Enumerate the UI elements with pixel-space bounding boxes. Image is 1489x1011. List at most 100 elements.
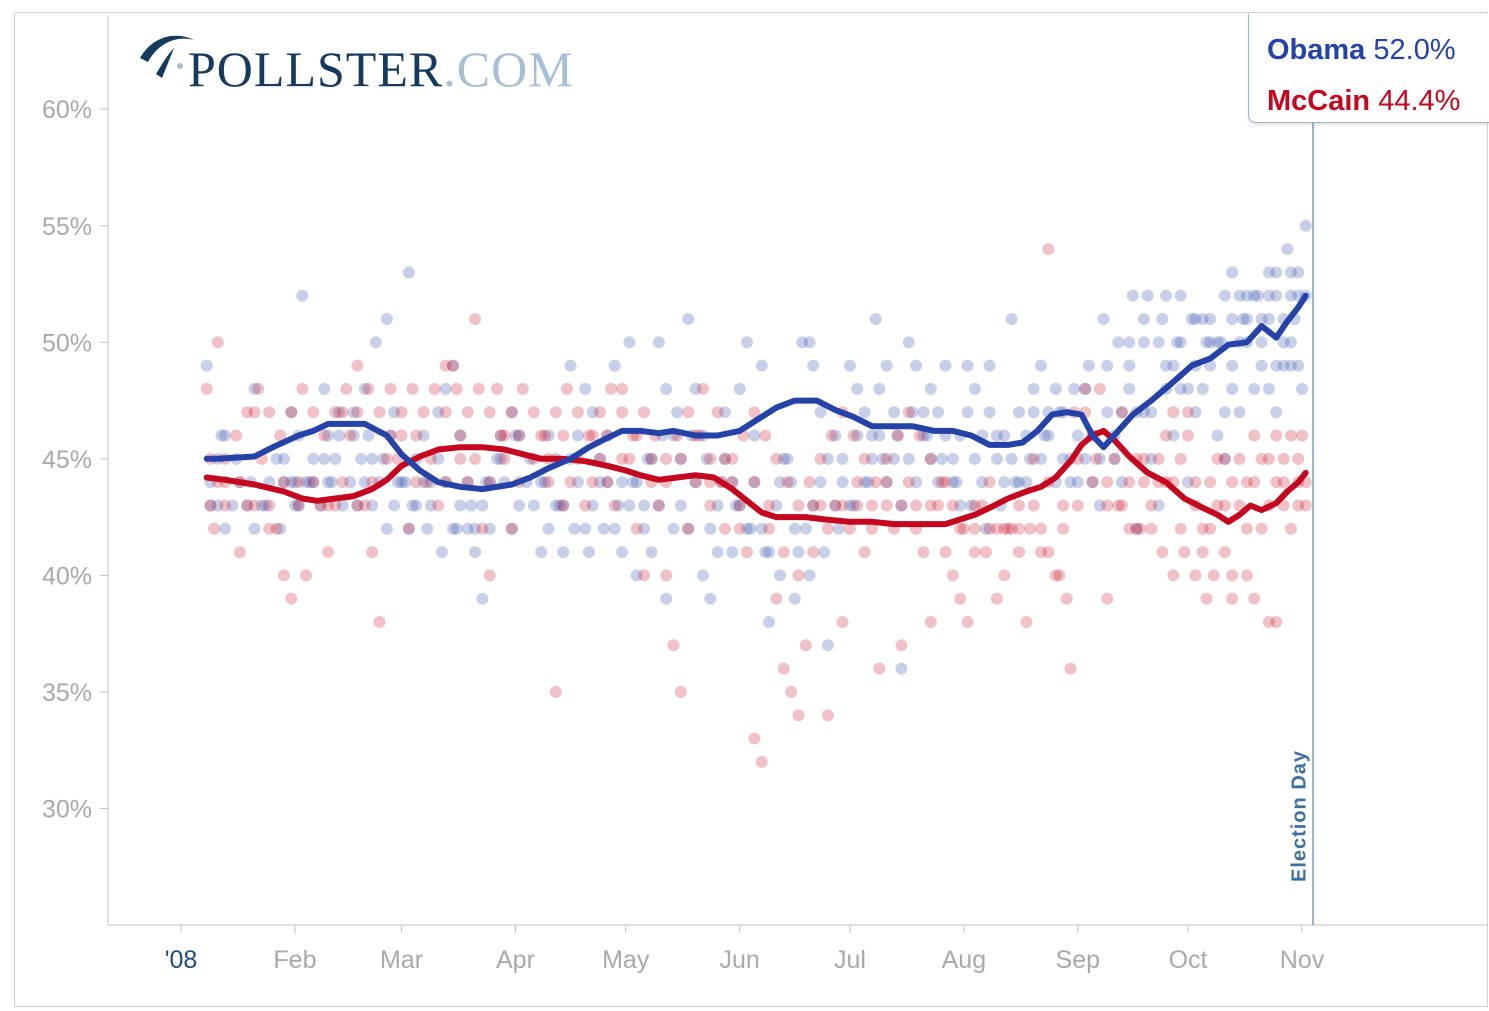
obama-poll-dot xyxy=(1196,313,1209,325)
mccain-poll-dot xyxy=(814,452,827,465)
mccain-poll-dot xyxy=(491,382,504,395)
mccain-poll-dot xyxy=(902,406,915,419)
mccain-poll-dot xyxy=(582,429,595,442)
obama-poll-dot xyxy=(1171,336,1184,349)
mccain-poll-dot xyxy=(1156,546,1169,559)
mccain-poll-dot xyxy=(1292,452,1305,465)
mccain-poll-dot xyxy=(733,522,746,535)
mccain-poll-dot xyxy=(516,382,529,395)
mccain-poll-dot xyxy=(1211,499,1224,512)
obama-poll-dot xyxy=(704,592,717,605)
obama-poll-dot xyxy=(1284,266,1297,279)
obama-poll-dot xyxy=(700,452,713,465)
obama-poll-dot xyxy=(888,452,901,465)
obama-poll-dot xyxy=(616,546,629,559)
mccain-poll-dot xyxy=(483,406,496,419)
obama-poll-dot xyxy=(674,499,687,512)
obama-poll-dot xyxy=(1226,359,1239,372)
mccain-poll-dot xyxy=(1093,382,1106,395)
mccain-poll-dot xyxy=(616,382,629,395)
obama-poll-dot xyxy=(623,499,636,512)
mccain-poll-dot xyxy=(1204,522,1217,535)
mccain-poll-dot xyxy=(799,639,812,652)
obama-poll-dot xyxy=(785,476,798,489)
obama-poll-dot xyxy=(424,499,437,512)
obama-poll-dot xyxy=(946,476,959,489)
obama-poll-dot xyxy=(277,452,290,465)
obama-poll-dot xyxy=(865,429,878,442)
pollster-logo[interactable]: POLLSTER.COM xyxy=(136,28,616,98)
obama-poll-dot xyxy=(557,499,570,512)
mccain-poll-dot xyxy=(1137,476,1150,489)
mccain-poll-dot xyxy=(1248,592,1261,605)
mccain-poll-dot xyxy=(1270,476,1283,489)
mccain-poll-dot xyxy=(571,406,584,419)
obama-poll-dot xyxy=(1218,289,1231,302)
mccain-poll-dot xyxy=(652,499,665,512)
obama-poll-dot xyxy=(285,406,298,419)
obama-poll-dot xyxy=(858,406,871,419)
obama-poll-dot xyxy=(366,499,379,512)
mccain-poll-dot xyxy=(461,406,474,419)
mccain-poll-dot xyxy=(241,406,254,419)
obama-poll-dot xyxy=(895,662,908,675)
mccain-poll-dot xyxy=(527,406,540,419)
mccain-poll-dot xyxy=(395,429,408,442)
mccain-poll-dot xyxy=(296,382,309,395)
mccain-poll-dot xyxy=(1284,522,1297,535)
obama-poll-dot xyxy=(689,476,702,489)
obama-poll-dot xyxy=(439,382,452,395)
mccain-poll-dot xyxy=(535,429,548,442)
obama-poll-dot xyxy=(836,476,849,489)
mccain-poll-dot xyxy=(505,522,518,535)
mccain-poll-dot xyxy=(667,639,680,652)
obama-poll-dot xyxy=(1251,289,1264,302)
obama-poll-dot xyxy=(299,476,312,489)
mccain-poll-dot xyxy=(1071,499,1084,512)
legend-obama-value: 52.0% xyxy=(1373,34,1456,66)
obama-poll-dot xyxy=(513,499,526,512)
obama-poll-dot xyxy=(627,476,640,489)
obama-trend-line xyxy=(203,292,1309,493)
mccain-poll-dot xyxy=(406,382,419,395)
mccain-poll-dot xyxy=(718,452,731,465)
mccain-poll-dot xyxy=(208,522,221,535)
mccain-poll-dot xyxy=(299,569,312,582)
obama-poll-dot xyxy=(741,522,754,535)
mccain-poll-dot xyxy=(410,476,423,489)
mccain-poll-dot xyxy=(957,522,970,535)
obama-poll-dot xyxy=(777,452,790,465)
mccain-poll-dot xyxy=(902,476,915,489)
obama-poll-dot xyxy=(476,499,489,512)
mccain-poll-dot xyxy=(961,616,974,628)
obama-poll-dot xyxy=(450,522,463,535)
mccain-poll-dot xyxy=(638,406,651,419)
obama-poll-dot xyxy=(1284,289,1297,302)
obama-poll-dot xyxy=(1299,219,1312,232)
obama-poll-dot xyxy=(895,499,908,512)
obama-poll-dot xyxy=(417,429,430,442)
mccain-poll-dot xyxy=(538,429,551,442)
mccain-poll-dot xyxy=(932,499,945,512)
mccain-poll-dot xyxy=(1152,452,1165,465)
obama-poll-dot xyxy=(366,452,379,465)
mccain-poll-dot xyxy=(1299,499,1312,512)
y-tick-label: 35% xyxy=(42,679,92,707)
mccain-poll-dot xyxy=(858,546,871,559)
mccain-poll-dot xyxy=(498,429,511,442)
mccain-poll-dot xyxy=(1108,452,1121,465)
mccain-poll-dot xyxy=(358,499,371,512)
obama-poll-dot xyxy=(711,546,724,559)
obama-poll-dot xyxy=(377,452,390,465)
obama-poll-dot xyxy=(432,406,445,419)
mccain-trend-line xyxy=(203,427,1309,528)
mccain-poll-dot xyxy=(469,313,482,325)
mccain-poll-dot xyxy=(601,476,614,489)
obama-poll-dot xyxy=(248,382,261,395)
obama-poll-dot xyxy=(1126,289,1139,302)
mccain-poll-dot xyxy=(277,569,290,582)
mccain-poll-dot xyxy=(785,685,798,698)
mccain-poll-dot xyxy=(454,452,467,465)
mccain-poll-dot xyxy=(836,616,849,628)
mccain-poll-dot xyxy=(513,429,526,442)
